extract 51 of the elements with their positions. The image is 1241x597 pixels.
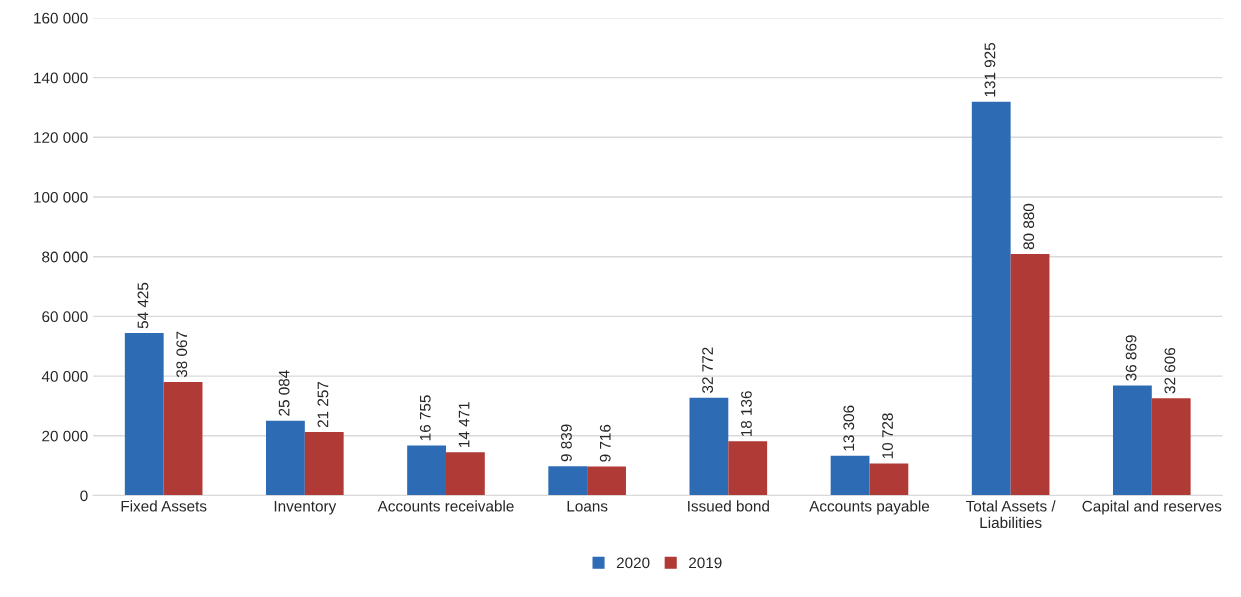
bar	[728, 441, 768, 496]
x-tick-label: Fixed Assets	[121, 500, 207, 512]
data-label: 32 606	[1164, 347, 1176, 394]
bar	[266, 420, 305, 496]
x-tick-label: Inventory	[274, 500, 337, 515]
data-label: 54 425	[137, 282, 149, 329]
x-tick-label: Capital and reserves	[1082, 500, 1222, 515]
x-tick-label: Accounts payable	[809, 500, 930, 515]
y-tick-label: 60 000	[42, 311, 88, 323]
data-label: 38 067	[176, 331, 188, 378]
bar	[689, 397, 729, 496]
data-label: 16 755	[419, 395, 431, 441]
data-label: 80 880	[1023, 203, 1035, 250]
legend-label: 2019	[689, 557, 722, 569]
data-label: 9 716	[599, 424, 611, 462]
data-label: 10 728	[882, 413, 893, 459]
legend-label: 2020	[616, 557, 650, 569]
x-tick-label: Loans	[567, 500, 608, 512]
y-tick-label: 40 000	[41, 370, 88, 382]
data-label: 14 471	[458, 402, 470, 447]
bar	[304, 432, 344, 496]
data-label: 131 925	[984, 42, 996, 97]
data-label: 13 306	[843, 405, 855, 451]
y-tick-label: 80 000	[42, 251, 88, 263]
data-label: 9 839	[561, 424, 572, 462]
bar	[1112, 385, 1152, 496]
x-tick-label: Total Assets / Liabilities	[965, 500, 1056, 529]
bar	[1151, 398, 1191, 496]
data-label: 21 257	[317, 381, 329, 428]
data-label: 18 136	[741, 391, 752, 437]
y-tick-label: 140 000	[34, 72, 88, 84]
bar	[869, 463, 909, 496]
y-tick-label: 100 000	[34, 191, 88, 203]
y-tick-label: 160 000	[34, 12, 88, 24]
bar	[445, 452, 485, 496]
bar	[548, 466, 588, 496]
data-label: 36 869	[1125, 335, 1137, 381]
y-tick-label: 0	[80, 490, 88, 502]
bar	[971, 101, 1011, 496]
data-label: 25 084	[278, 370, 290, 416]
x-tick-label: Issued bond	[688, 500, 769, 512]
bar	[124, 333, 164, 496]
bar	[587, 466, 626, 496]
data-label: 32 772	[702, 347, 713, 393]
y-tick-label: 120 000	[34, 132, 88, 143]
y-tick-label: 20 000	[42, 430, 88, 442]
bar	[1010, 254, 1050, 496]
x-tick-label: Accounts receivable	[377, 500, 514, 512]
bar	[163, 381, 203, 496]
bar	[407, 445, 446, 496]
bar	[830, 455, 870, 496]
